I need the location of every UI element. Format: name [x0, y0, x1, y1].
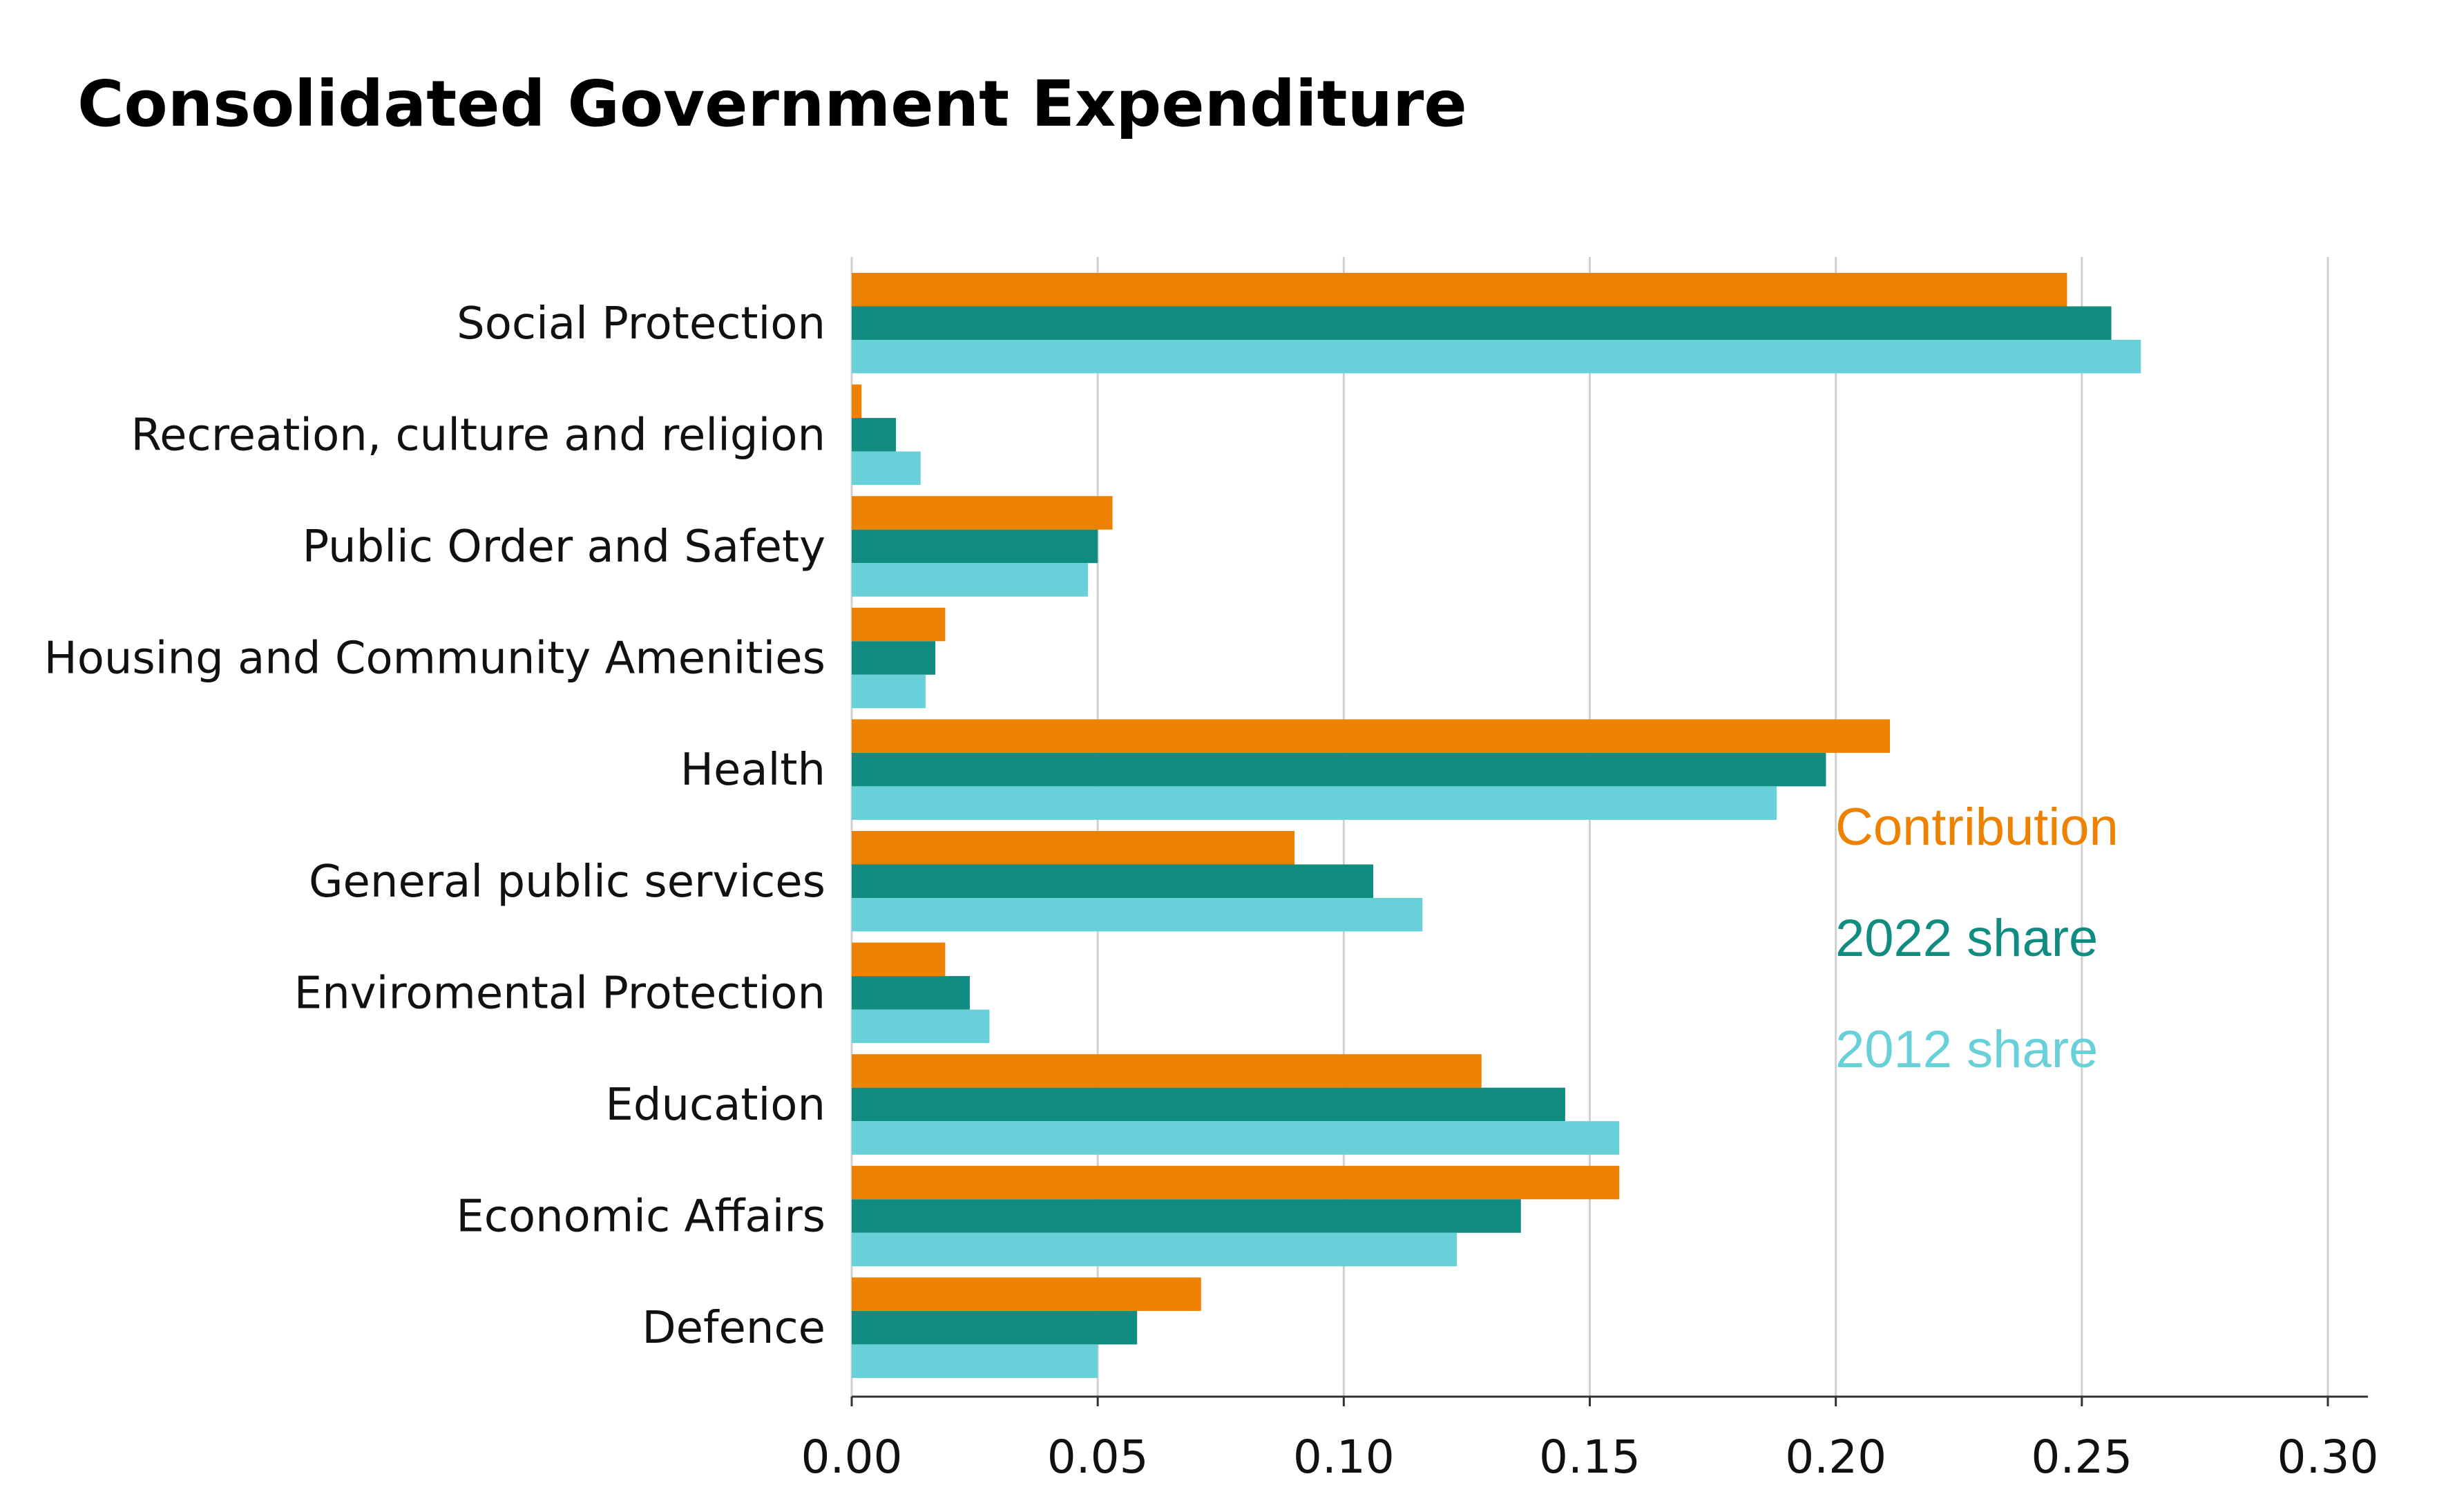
category-label: Public Order and Safety [303, 521, 825, 573]
legend-entry: 2022 share [1835, 909, 2098, 968]
bar-contribution [852, 719, 1891, 753]
bar-2022-share [852, 976, 970, 1010]
legend-entry: 2012 share [1835, 1020, 2098, 1079]
x-tick-label: 0.00 [801, 1430, 903, 1484]
bar-contribution [852, 1054, 1482, 1088]
legend-entry: Contribution [1835, 798, 2119, 857]
gridlines [850, 257, 2329, 1397]
x-axis: 0.00 0.05 0.10 0.15 0.20 0.25 0.30 [801, 1395, 2379, 1484]
bar-2012-share [852, 1232, 1458, 1267]
bar-2012-share [852, 451, 921, 486]
bar-2012-share [852, 1344, 1098, 1378]
bar-2022-share [852, 1310, 1138, 1345]
bar-2012-share [852, 563, 1088, 597]
category-label: Social Protection [457, 298, 825, 350]
x-tick-label: 0.10 [1293, 1430, 1395, 1484]
bar-2022-share [852, 306, 2112, 340]
bar-2022-share [852, 529, 1098, 564]
category-label: Housing and Community Amenities [44, 633, 825, 685]
bar-2012-share [852, 786, 1777, 820]
bar-2022-share [852, 1199, 1521, 1233]
category-label: Enviromental Protection [294, 968, 825, 1019]
bar-contribution [852, 384, 862, 419]
bar-2012-share [852, 1009, 990, 1044]
bar-2012-share [852, 898, 1423, 932]
category-label: Defence [642, 1303, 825, 1354]
bar-2022-share [852, 752, 1826, 787]
category-label: Recreation, culture and religion [131, 410, 825, 461]
chart-title: Consolidated Government Expenditure [77, 67, 1467, 141]
bar-2012-share [852, 340, 2141, 374]
bar-contribution [852, 831, 1295, 865]
x-tick-label: 0.05 [1047, 1430, 1149, 1484]
category-label: Education [605, 1080, 825, 1131]
bar-contribution [852, 273, 2067, 307]
bar-2022-share [852, 864, 1374, 898]
x-tick-label: 0.15 [1539, 1430, 1641, 1484]
bar-contribution [852, 1277, 1201, 1311]
x-tick-label: 0.20 [1785, 1430, 1886, 1484]
bar-2022-share [852, 418, 897, 452]
bar-2022-share [852, 1087, 1565, 1122]
bar-2012-share [852, 674, 926, 709]
bar-2012-share [852, 1121, 1620, 1155]
bar-contribution [852, 1165, 1620, 1200]
category-label: General public services [309, 857, 825, 908]
x-tick-label: 0.30 [2277, 1430, 2379, 1484]
category-label: Economic Affairs [456, 1192, 825, 1243]
legend: Contribution 2022 share 2012 share [1835, 798, 2119, 1079]
bar-contribution [852, 607, 946, 642]
x-tick-label: 0.25 [2031, 1430, 2132, 1484]
bar-contribution [852, 496, 1113, 530]
category-label: Health [680, 745, 825, 796]
bars [852, 273, 2141, 1378]
bar-contribution [852, 942, 946, 977]
bar-2022-share [852, 641, 936, 675]
category-labels: Social Protection Recreation, culture and… [44, 298, 825, 1354]
